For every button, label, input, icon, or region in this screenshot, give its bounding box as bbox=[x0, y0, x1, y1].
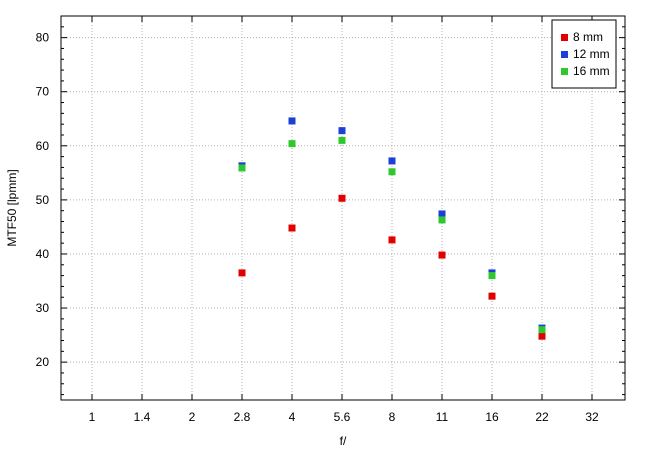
plot-area bbox=[60, 15, 626, 401]
x-tick-label: 2.8 bbox=[234, 410, 251, 424]
x-tick-label: 4 bbox=[289, 410, 296, 424]
y-axis-title: MTF50 [lpmm] bbox=[5, 169, 19, 246]
legend-label: 8 mm bbox=[573, 30, 603, 44]
data-point-8-mm bbox=[238, 269, 246, 277]
y-tick-label: 30 bbox=[36, 301, 50, 315]
x-tick-label: 5.6 bbox=[334, 410, 351, 424]
data-point-16-mm bbox=[538, 326, 546, 334]
tick-labels: 1 1.4 2 2.8 4 5.6 8 11 16 22 32 20 30 40 50 60 70 80 bbox=[36, 31, 599, 424]
data-point-12-mm bbox=[388, 157, 396, 165]
data-point-8-mm bbox=[388, 236, 396, 244]
data-point-8-mm bbox=[338, 194, 346, 202]
x-tick-label: 16 bbox=[485, 410, 499, 424]
x-tick-label: 11 bbox=[436, 410, 449, 424]
legend-label: 12 mm bbox=[573, 47, 610, 61]
data-point-8-mm bbox=[488, 292, 496, 300]
data-point-8-mm bbox=[288, 224, 296, 232]
legend-box bbox=[551, 19, 617, 89]
legend-marker bbox=[561, 68, 568, 75]
x-tick-label: 32 bbox=[585, 410, 599, 424]
legend: 8 mm 12 mm 16 mm bbox=[551, 19, 617, 89]
x-tick-label: 22 bbox=[535, 410, 549, 424]
y-tick-label: 80 bbox=[36, 31, 50, 45]
data-point-8-mm bbox=[438, 251, 446, 259]
data-points bbox=[238, 117, 546, 340]
legend-marker bbox=[561, 51, 568, 58]
y-tick-label: 70 bbox=[36, 85, 50, 99]
x-tick-label: 2 bbox=[189, 410, 196, 424]
x-tick-label: 1 bbox=[89, 410, 96, 424]
y-tick-label: 50 bbox=[36, 193, 50, 207]
y-tick-label: 60 bbox=[36, 139, 50, 153]
data-point-12-mm bbox=[438, 210, 446, 218]
x-axis-title: f/ bbox=[340, 434, 347, 448]
y-tick-label: 20 bbox=[36, 355, 50, 369]
data-point-16-mm bbox=[488, 272, 496, 280]
data-point-16-mm bbox=[338, 136, 346, 144]
legend-marker bbox=[561, 34, 568, 41]
data-point-16-mm bbox=[288, 140, 296, 148]
legend-label: 16 mm bbox=[573, 64, 610, 78]
data-point-8-mm bbox=[538, 332, 546, 340]
x-tick-label: 8 bbox=[389, 410, 396, 424]
data-point-12-mm bbox=[338, 127, 346, 135]
data-point-12-mm bbox=[288, 117, 296, 125]
data-point-16-mm bbox=[388, 168, 396, 176]
data-point-16-mm bbox=[238, 164, 246, 172]
y-tick-label: 40 bbox=[36, 247, 50, 261]
data-point-16-mm bbox=[438, 216, 446, 224]
axis-ticks bbox=[61, 15, 625, 400]
x-tick-label: 1.4 bbox=[134, 410, 151, 424]
